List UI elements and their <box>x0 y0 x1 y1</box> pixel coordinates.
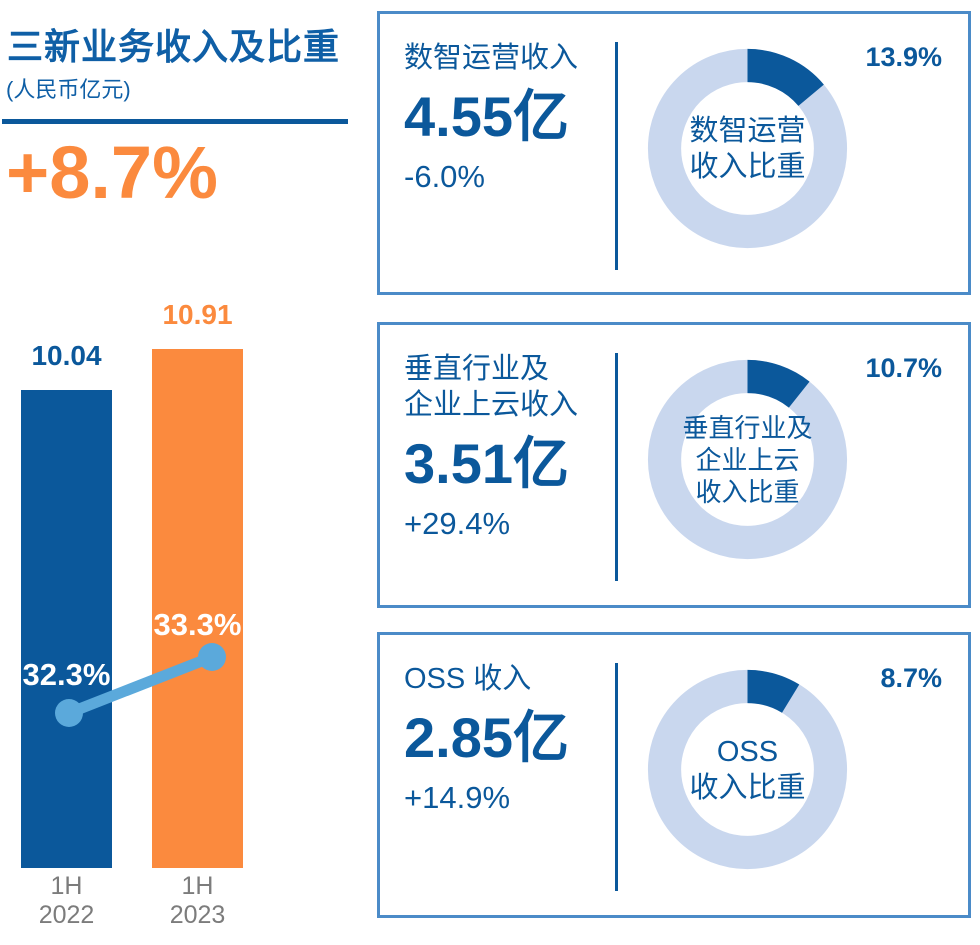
card-digital-operations: 数智运营收入 4.55亿 -6.0% 数智运营 收入比重 13.9% <box>377 11 971 295</box>
x-axis-label-line: 2022 <box>38 901 95 929</box>
card-title-line: 企业上云收入 <box>404 389 579 421</box>
bar-value-label: 10.04 <box>31 340 102 371</box>
bar-1h-2023 <box>152 349 243 868</box>
donut-slice <box>647 359 848 560</box>
donut-percent-label: 13.9% <box>865 42 942 72</box>
donut-label-line: 收入比重 <box>689 771 806 804</box>
donut-label-line: 收入比重 <box>695 476 800 507</box>
card-title-line: 数智运营收入 <box>404 42 579 74</box>
x-axis-label: 1H 2022 <box>11 872 122 930</box>
trend-line-segment <box>66 651 215 719</box>
donut-label-line: 垂直行业及 <box>682 412 813 443</box>
vertical-divider <box>615 42 618 270</box>
donut-label-line: 收入比重 <box>689 150 806 183</box>
donut-percent-label: 8.7% <box>880 663 942 693</box>
donut-svg <box>647 359 848 560</box>
trend-point <box>55 699 83 727</box>
x-axis-label-line: 1H <box>50 872 83 900</box>
donut-svg <box>647 48 848 249</box>
card-title: OSS 收入 <box>404 661 622 697</box>
card-text-block: OSS 收入 2.85亿 +14.9% <box>404 661 622 817</box>
donut-label-line: OSS <box>716 735 779 768</box>
bar-value-label: 10.91 <box>162 299 233 330</box>
bar-percent-label: 33.3% <box>153 607 242 642</box>
unit-label: (人民币亿元) <box>6 77 131 102</box>
card-title-line: OSS 收入 <box>404 663 532 695</box>
revenue-change: +29.4% <box>404 506 511 541</box>
revenue-value: 3.51亿 <box>404 432 569 495</box>
page-title: 三新业务收入及比重 <box>7 26 341 67</box>
donut-chart: OSS 收入比重 <box>645 667 850 872</box>
revenue-value: 4.55亿 <box>404 85 569 148</box>
card-oss: OSS 收入 2.85亿 +14.9% OSS 收入比重 8.7% <box>377 632 971 918</box>
x-axis-label: 1H 2023 <box>142 872 253 930</box>
donut-chart: 数智运营 收入比重 <box>645 46 850 251</box>
title-divider <box>2 119 348 124</box>
trend-point <box>198 643 226 671</box>
donut-center-label: 数智运营 收入比重 <box>645 46 850 251</box>
card-title-line: 垂直行业及 <box>404 353 550 385</box>
donut-label-line: 数智运营 <box>689 114 806 147</box>
donut-percent-label: 10.7% <box>865 353 942 383</box>
x-axis-label-line: 1H <box>181 872 214 900</box>
donut-center-label: OSS 收入比重 <box>645 667 850 872</box>
donut-center-label: 垂直行业及 企业上云 收入比重 <box>645 357 850 562</box>
donut-slice <box>647 669 848 870</box>
x-axis-label-line: 2023 <box>169 901 226 929</box>
total-growth-value: +8.7% <box>6 131 218 214</box>
donut-slice <box>647 48 848 249</box>
vertical-divider <box>615 663 618 891</box>
revenue-change: -6.0% <box>404 159 485 194</box>
bar-1h-2022 <box>21 390 112 868</box>
card-text-block: 数智运营收入 4.55亿 -6.0% <box>404 40 622 196</box>
card-text-block: 垂直行业及 企业上云收入 3.51亿 +29.4% <box>404 351 622 543</box>
bar-percent-label: 32.3% <box>22 657 111 692</box>
donut-chart: 垂直行业及 企业上云 收入比重 <box>645 357 850 562</box>
card-vertical-cloud: 垂直行业及 企业上云收入 3.51亿 +29.4% 垂直行业及 企业上云 收入比… <box>377 322 971 608</box>
donut-label-line: 企业上云 <box>695 444 800 475</box>
revenue-change: +14.9% <box>404 780 511 815</box>
donut-svg <box>647 669 848 870</box>
card-title: 数智运营收入 <box>404 40 622 76</box>
vertical-divider <box>615 353 618 581</box>
card-title: 垂直行业及 企业上云收入 <box>404 351 622 423</box>
revenue-value: 2.85亿 <box>404 706 569 769</box>
